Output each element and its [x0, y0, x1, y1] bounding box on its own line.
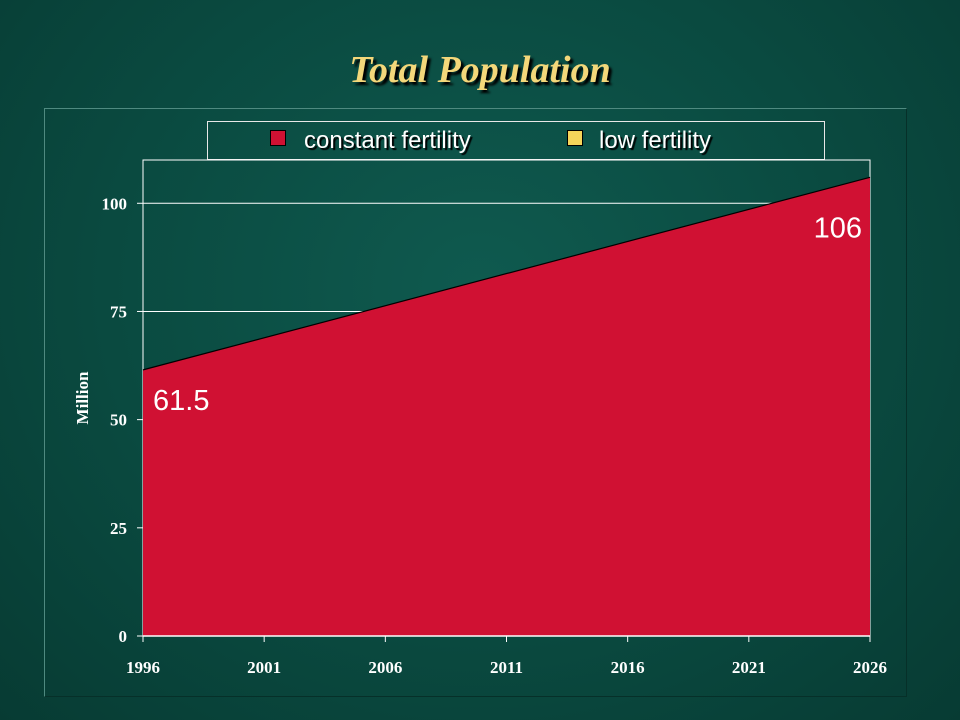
x-tick-label-2011: 2011	[490, 658, 523, 677]
x-tick-label-2006: 2006	[368, 658, 402, 677]
y-tick-label-50: 50	[110, 411, 127, 430]
y-tick-label-100: 100	[102, 194, 128, 213]
legend-swatch-constant-fertility	[270, 130, 286, 146]
x-tick-label-2021: 2021	[732, 658, 766, 677]
y-tick-label-25: 25	[110, 519, 127, 538]
x-tick-label-2016: 2016	[611, 658, 645, 677]
chart-title: Total Population	[349, 49, 611, 91]
area-edge-constant-fertility	[142, 176, 871, 371]
y-tick-label-75: 75	[110, 302, 127, 321]
x-tick-label-2026: 2026	[853, 658, 887, 677]
y-axis-label: Million	[73, 371, 92, 424]
y-tick-label-0: 0	[119, 627, 128, 646]
x-tick-label-2001: 2001	[247, 658, 281, 677]
legend-label-constant-fertility: constant fertility	[304, 127, 471, 154]
data-label-61-5: 61.5	[153, 385, 209, 417]
data-label-106: 106	[814, 212, 862, 244]
legend-swatch-low-fertility	[567, 130, 583, 146]
chart-panel	[44, 108, 907, 697]
x-tick-label-1996: 1996	[126, 658, 160, 677]
area-constant-fertility	[143, 177, 870, 637]
legend-label-low-fertility: low fertility	[599, 127, 712, 154]
